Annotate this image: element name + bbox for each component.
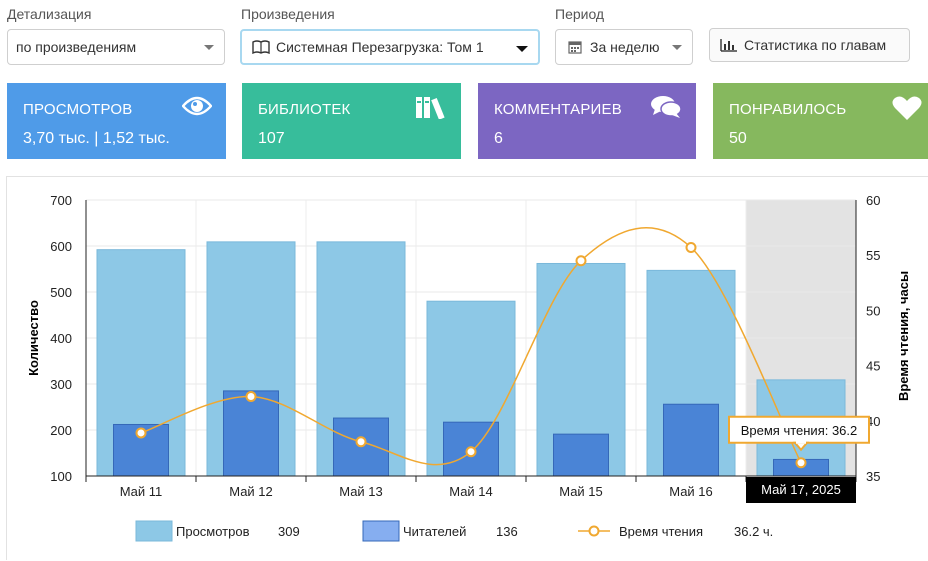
y-tick-label: 700 bbox=[50, 193, 72, 208]
work-select[interactable]: Системная Перезагрузка: Том 1 bbox=[240, 29, 540, 65]
views-card[interactable]: ПРОСМОТРОВ 3,70 тыс. | 1,52 тыс. bbox=[7, 83, 226, 159]
legend-marker-reading-time bbox=[588, 525, 600, 537]
readers-bar[interactable] bbox=[223, 390, 279, 477]
comments-card-value: 6 bbox=[494, 130, 503, 147]
x-tick-label: Май 17, 2025 bbox=[761, 482, 841, 497]
reading-time-line bbox=[140, 227, 802, 466]
chapter-stats-label: Статистика по главам bbox=[744, 37, 887, 53]
likes-card-title: ПОНРАВИЛОСЬ bbox=[729, 101, 847, 118]
legend-value-readers: 136 bbox=[496, 524, 518, 539]
y2-tick-label: 35 bbox=[866, 469, 880, 484]
reading-time-point[interactable] bbox=[795, 457, 807, 469]
reading-time-point[interactable] bbox=[575, 255, 587, 267]
reading-time-point[interactable] bbox=[245, 391, 257, 403]
views-card-value: 3,70 тыс. | 1,52 тыс. bbox=[23, 130, 170, 147]
y-tick-label: 500 bbox=[50, 285, 72, 300]
readers-bar[interactable] bbox=[553, 433, 609, 477]
chart-panel: 100 200 300 400 500 600 700 35 40 45 50 55 60 Май 11 М… bbox=[6, 176, 928, 560]
y-tick-label: 100 bbox=[50, 469, 72, 484]
legend-label-reading-time[interactable]: Время чтения bbox=[619, 524, 703, 539]
detail-select-value: по произведениям bbox=[16, 39, 137, 55]
comments-card[interactable]: КОММЕНТАРИЕВ 6 bbox=[478, 83, 696, 159]
libraries-card-title: БИБЛИОТЕК bbox=[258, 101, 351, 118]
x-tick-label: Май 12 bbox=[229, 484, 273, 499]
chevron-down-icon bbox=[204, 45, 214, 50]
y2-tick-label: 60 bbox=[866, 193, 880, 208]
likes-card[interactable]: ПОНРАВИЛОСЬ 50 bbox=[713, 83, 928, 159]
legend-value-views: 309 bbox=[278, 524, 300, 539]
work-select-value: Системная Перезагрузка: Том 1 bbox=[276, 39, 484, 55]
libraries-card-value: 107 bbox=[258, 130, 285, 147]
x-label-highlight bbox=[746, 477, 856, 503]
period-select[interactable]: За неделю bbox=[555, 29, 693, 65]
chevron-down-icon bbox=[672, 45, 682, 50]
caret-down-icon bbox=[516, 46, 528, 52]
heart-icon bbox=[892, 96, 922, 120]
x-tick-label: Май 13 bbox=[339, 484, 383, 499]
x-tick-label: Май 14 bbox=[449, 484, 493, 499]
tooltip-text: Время чтения: 36.2 bbox=[741, 423, 858, 438]
likes-card-value: 50 bbox=[729, 130, 747, 147]
y-tick-label: 400 bbox=[50, 331, 72, 346]
reading-time-point[interactable] bbox=[465, 446, 477, 458]
y2-axis-title: Время чтения, часы bbox=[896, 271, 911, 401]
period-select-value: За неделю bbox=[590, 39, 660, 55]
legend-label-views[interactable]: Просмотров bbox=[176, 524, 250, 539]
libraries-card[interactable]: БИБЛИОТЕК 107 bbox=[242, 83, 461, 159]
views-card-title: ПРОСМОТРОВ bbox=[23, 101, 133, 118]
work-label: Произведения bbox=[241, 6, 335, 22]
x-tick-label: Май 11 bbox=[120, 484, 163, 499]
comments-card-title: КОММЕНТАРИЕВ bbox=[494, 101, 622, 118]
period-label: Период bbox=[555, 6, 605, 22]
legend-swatch-views[interactable] bbox=[135, 520, 173, 542]
reading-time-point[interactable] bbox=[685, 241, 697, 253]
x-tick-label: Май 16 bbox=[669, 484, 713, 499]
tooltip-pointer-mask bbox=[796, 440, 806, 444]
book-icon bbox=[252, 40, 270, 54]
books-icon bbox=[416, 97, 445, 119]
legend-value-reading-time: 36.2 ч. bbox=[734, 524, 773, 539]
detail-label: Детализация bbox=[7, 6, 92, 22]
bar-chart-icon bbox=[720, 39, 737, 52]
x-tick-label: Май 15 bbox=[559, 484, 603, 499]
y-tick-label: 300 bbox=[50, 377, 72, 392]
comments-icon bbox=[651, 96, 682, 118]
y2-tick-label: 45 bbox=[866, 359, 880, 374]
chart-tooltip: Время чтения: 36.2 bbox=[728, 415, 870, 452]
legend-label-readers[interactable]: Читателей bbox=[403, 524, 466, 539]
reading-time-point[interactable] bbox=[135, 427, 147, 439]
y-tick-label: 200 bbox=[50, 423, 72, 438]
chapter-stats-button[interactable]: Статистика по главам bbox=[709, 28, 910, 62]
readers-bar[interactable] bbox=[663, 403, 719, 477]
y-tick-label: 600 bbox=[50, 239, 72, 254]
tooltip-box bbox=[728, 415, 870, 444]
eye-icon bbox=[182, 96, 212, 116]
legend-swatch-readers[interactable] bbox=[362, 520, 400, 542]
reading-time-point[interactable] bbox=[355, 436, 367, 448]
y2-tick-label: 50 bbox=[866, 303, 880, 318]
y-axis-title: Количество bbox=[26, 300, 41, 376]
calendar-icon bbox=[568, 41, 582, 54]
detail-select[interactable]: по произведениям bbox=[7, 29, 225, 65]
y2-tick-label: 55 bbox=[866, 248, 880, 263]
